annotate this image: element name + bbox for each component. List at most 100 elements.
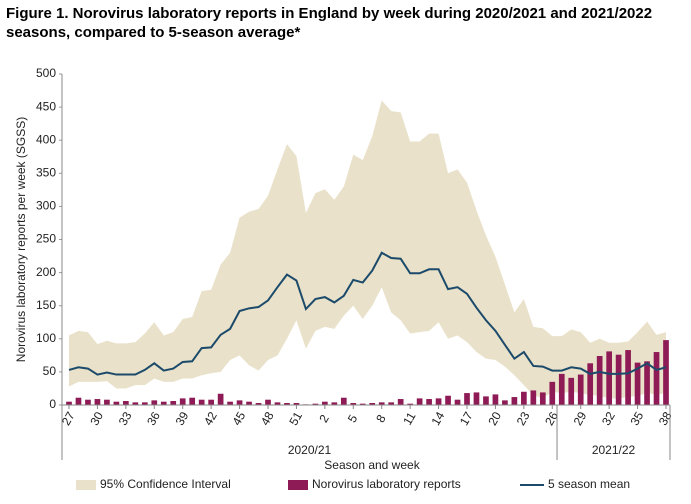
y-axis-title: Norovirus laboratory reports per week (S…	[14, 117, 28, 362]
x-axis-title: Season and week	[324, 458, 420, 472]
bar	[634, 362, 641, 405]
bar	[464, 393, 470, 405]
y-tick-label: 100	[36, 331, 56, 345]
bar	[653, 352, 660, 405]
x-tick-label: 48	[258, 409, 277, 428]
bar	[75, 397, 82, 405]
y-tick-label: 50	[43, 364, 57, 378]
bar	[151, 400, 158, 405]
bar	[85, 399, 91, 405]
bar	[568, 377, 575, 405]
mean-line	[68, 251, 667, 376]
bar	[369, 403, 376, 405]
bar	[312, 403, 319, 405]
bar	[113, 401, 120, 405]
legend-label: 95% Confidence Interval	[100, 477, 231, 491]
bar	[539, 392, 546, 405]
x-tick-label: 27	[59, 409, 78, 428]
bar	[66, 401, 72, 405]
bar	[407, 403, 413, 405]
bar	[255, 403, 262, 405]
y-tick-label: 300	[36, 199, 56, 213]
bar	[530, 390, 537, 405]
y-tick-label: 250	[36, 232, 56, 246]
bar	[558, 373, 565, 405]
y-tick-label: 500	[36, 66, 56, 80]
x-tick-label: 2	[316, 412, 332, 425]
bar	[265, 399, 271, 405]
bar	[340, 397, 347, 405]
bar	[378, 402, 385, 405]
bar	[359, 403, 366, 405]
x-tick-label: 32	[599, 409, 618, 428]
y-tick-label: 450	[36, 99, 56, 113]
bar	[625, 350, 631, 405]
bar	[123, 401, 129, 405]
x-tick-label: 26	[542, 409, 561, 428]
bar	[104, 399, 110, 405]
y-tick-label: 150	[36, 298, 56, 312]
x-tick-label: 23	[514, 409, 533, 428]
x-tick-label: 36	[144, 409, 163, 428]
bar	[549, 381, 556, 405]
y-tick-label: 350	[36, 165, 56, 179]
bar	[615, 354, 622, 405]
x-tick-label: 5	[345, 412, 361, 425]
bar	[208, 399, 214, 405]
confidence-band	[69, 100, 666, 399]
bar	[198, 399, 205, 405]
y-tick-label: 0	[49, 397, 56, 411]
bar	[587, 363, 594, 405]
legend-swatch	[288, 480, 308, 490]
x-tick-label: 8	[373, 412, 389, 425]
bar	[426, 399, 432, 405]
bar	[284, 403, 290, 405]
bar	[236, 400, 243, 405]
bar	[331, 402, 338, 405]
bar	[141, 402, 148, 405]
x-tick-label: 17	[457, 409, 476, 428]
bar	[274, 402, 281, 405]
bar	[179, 398, 186, 405]
bar	[246, 401, 252, 405]
bar	[492, 394, 499, 405]
bar	[445, 395, 451, 405]
x-tick-label: 11	[400, 409, 419, 427]
bar	[521, 391, 527, 405]
x-tick-label: 33	[116, 409, 135, 428]
bar	[217, 393, 224, 405]
x-tick-label: 45	[229, 409, 248, 428]
y-tick-label: 400	[36, 132, 56, 146]
bar	[132, 402, 139, 405]
group-label: 2021/22	[592, 443, 636, 457]
bar	[435, 398, 442, 405]
x-tick-label: 20	[485, 409, 504, 428]
bar	[644, 361, 650, 405]
bar	[170, 401, 177, 405]
bar	[454, 399, 461, 405]
legend-label: Norovirus laboratory reports	[312, 477, 461, 491]
bar	[350, 403, 357, 405]
bar	[663, 340, 669, 405]
bar	[483, 396, 489, 405]
bar	[227, 401, 233, 405]
x-tick-label: 30	[87, 409, 106, 428]
bar	[596, 356, 603, 405]
bar	[189, 397, 196, 405]
bar	[160, 401, 167, 405]
bar	[577, 374, 584, 405]
legend-label: 5 season mean	[548, 477, 630, 491]
y-tick-label: 200	[36, 265, 56, 279]
bar	[502, 400, 508, 405]
chart-title: Figure 1. Norovirus laboratory reports i…	[6, 5, 653, 41]
x-tick-label: 42	[201, 409, 220, 428]
legend-swatch	[76, 480, 96, 490]
bar	[322, 401, 328, 405]
x-tick-label: 29	[571, 409, 590, 428]
group-label: 2020/21	[288, 443, 332, 457]
bar	[94, 399, 101, 405]
bar	[511, 397, 518, 405]
x-tick-label: 14	[428, 409, 447, 428]
bar	[416, 398, 423, 405]
